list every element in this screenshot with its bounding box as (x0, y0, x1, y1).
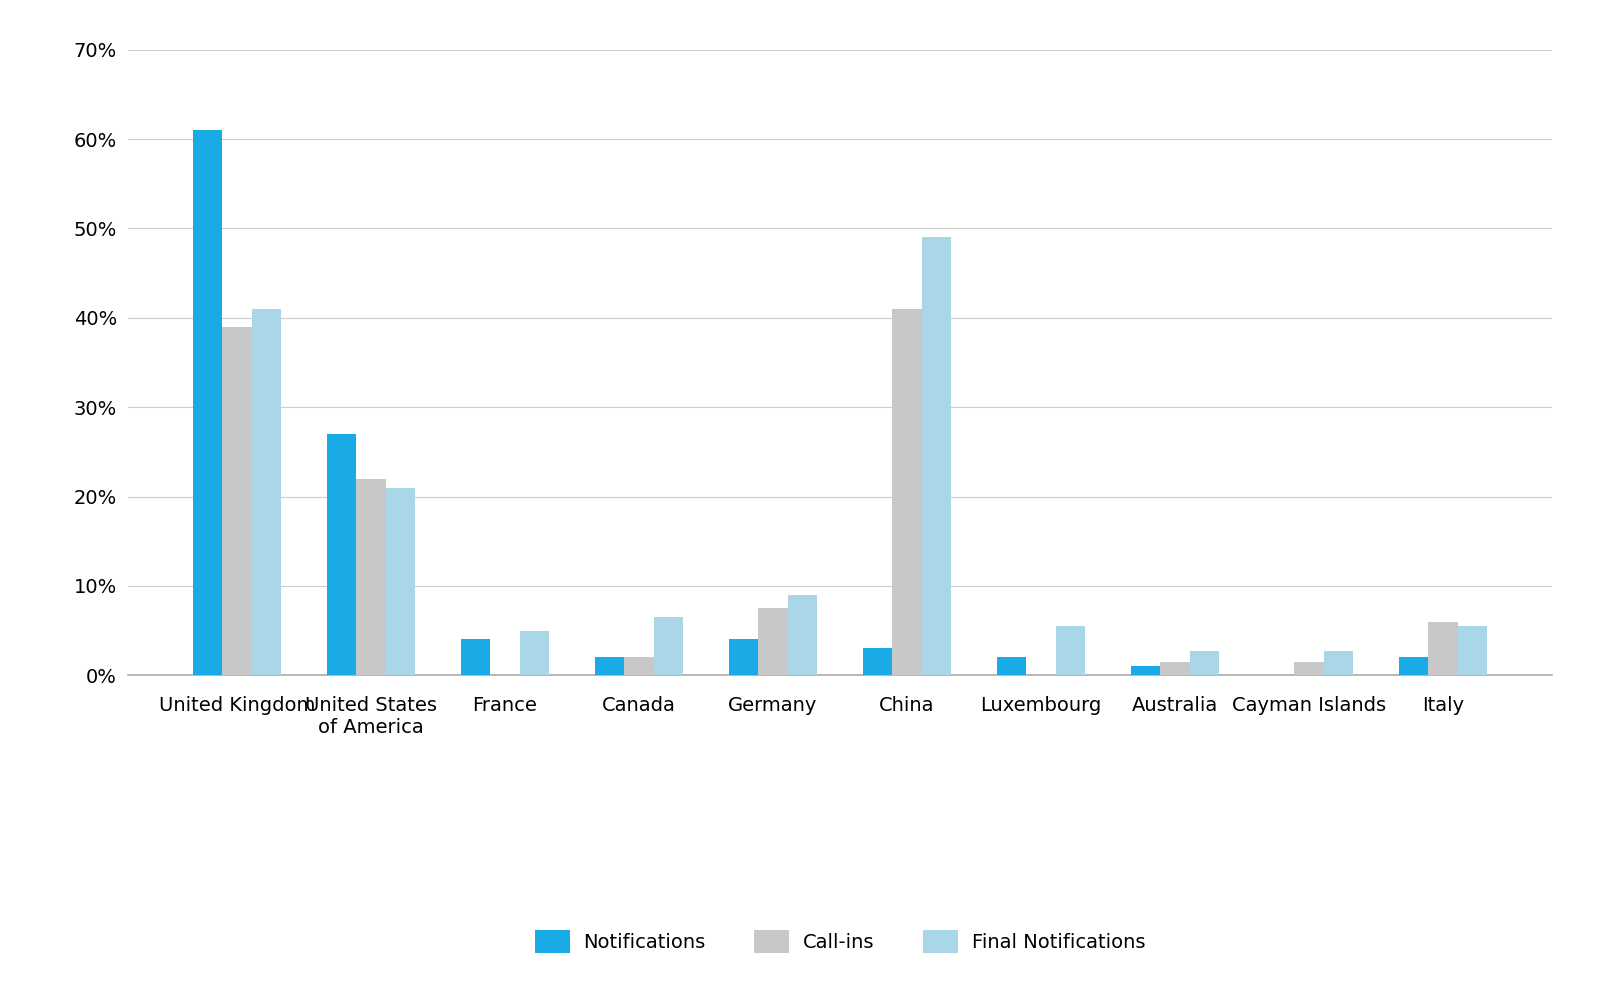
Bar (1190, 651, 1219, 675)
Bar (251, 309, 282, 675)
Bar (728, 639, 758, 675)
Bar (997, 657, 1026, 675)
Bar (326, 434, 357, 675)
Bar (1458, 626, 1488, 675)
Bar (357, 479, 386, 675)
Bar (222, 327, 251, 675)
Bar (922, 237, 952, 675)
Bar (595, 657, 624, 675)
Legend: Notifications, Call-ins, Final Notifications: Notifications, Call-ins, Final Notificat… (526, 922, 1154, 960)
Bar (654, 617, 683, 675)
Bar (758, 608, 787, 675)
Bar (862, 648, 893, 675)
Bar (1398, 657, 1429, 675)
Bar (787, 595, 818, 675)
Bar (1429, 622, 1458, 675)
Bar (461, 639, 490, 675)
Bar (624, 657, 654, 675)
Bar (520, 631, 549, 675)
Bar (386, 488, 414, 675)
Bar (1160, 661, 1190, 675)
Bar (1323, 651, 1354, 675)
Bar (1056, 626, 1085, 675)
Bar (1131, 666, 1160, 675)
Bar (192, 130, 222, 675)
Bar (893, 309, 922, 675)
Bar (1294, 661, 1323, 675)
